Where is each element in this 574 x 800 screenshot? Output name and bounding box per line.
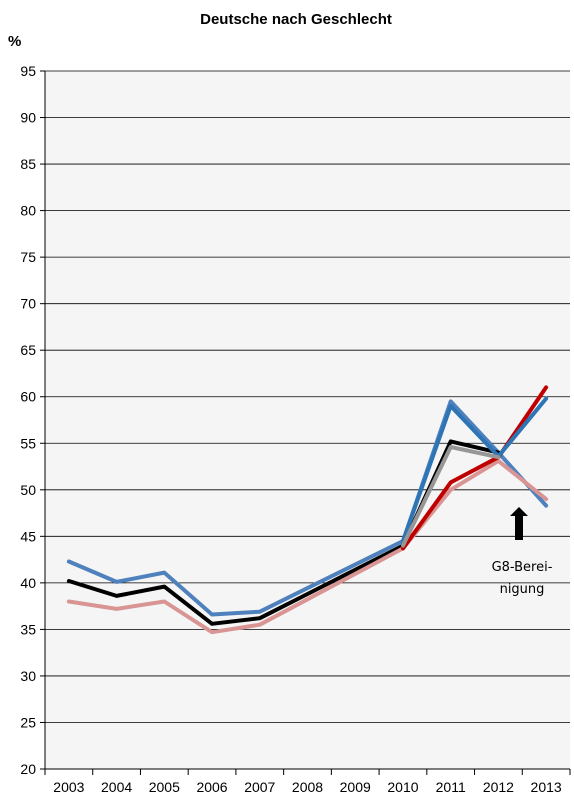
y-tick-label: 70 [20, 296, 36, 312]
x-tick-label: 2009 [340, 779, 371, 795]
series-line-5 [401, 445, 501, 548]
x-tick-label: 2004 [101, 779, 132, 795]
series-line-0 [66, 399, 549, 617]
plot-area [45, 71, 570, 769]
y-tick-label: 60 [20, 389, 36, 405]
annotation-line-2: nigung [500, 582, 545, 597]
x-tick-label: 2003 [53, 779, 84, 795]
x-tick-label: 2012 [483, 779, 514, 795]
x-tick-label: 2005 [149, 779, 180, 795]
y-tick-label: 55 [20, 435, 36, 451]
y-tick-label: 30 [20, 668, 36, 684]
x-tick-label: 2010 [387, 779, 418, 795]
x-tick-label: 2006 [196, 779, 227, 795]
y-tick-label: 20 [20, 761, 36, 777]
y-axis-unit: % [8, 33, 21, 50]
y-tick-label: 80 [20, 203, 36, 219]
y-tick-label: 25 [20, 714, 36, 730]
y-tick-label: 40 [20, 575, 36, 591]
series-line-3 [401, 385, 549, 551]
y-tick-label: 75 [20, 249, 36, 265]
up-arrow-icon [510, 507, 528, 540]
chart-title: Deutsche nach Geschlecht [200, 11, 392, 28]
x-tick-label: 2013 [531, 779, 562, 795]
g8-annotation: G8-Berei- nigung [492, 507, 553, 597]
series-line-2 [66, 458, 549, 635]
x-tick-labels: 2003 2004 2005 2006 2007 2008 2009 2010 2011 2012… [44, 769, 571, 795]
series-line-4 [401, 396, 549, 543]
y-tick-label: 35 [20, 621, 36, 637]
y-tick-label: 95 [20, 63, 36, 79]
x-tick-label: 2008 [292, 779, 323, 795]
x-tick-label: 2011 [436, 779, 466, 795]
y-tick-labels: 20 25 30 35 40 45 50 55 60 65 70 75 80 85 90 95 [20, 63, 45, 777]
annotation-line-1: G8-Berei- [492, 560, 553, 575]
y-tick-label: 50 [20, 482, 36, 498]
series-lines [66, 385, 549, 635]
grid-lines [45, 70, 570, 723]
y-tick-label: 65 [20, 342, 36, 358]
y-tick-label: 90 [20, 110, 36, 126]
x-tick-label: 2007 [244, 779, 275, 795]
y-tick-label: 85 [20, 156, 36, 172]
y-tick-label: 45 [20, 528, 36, 544]
